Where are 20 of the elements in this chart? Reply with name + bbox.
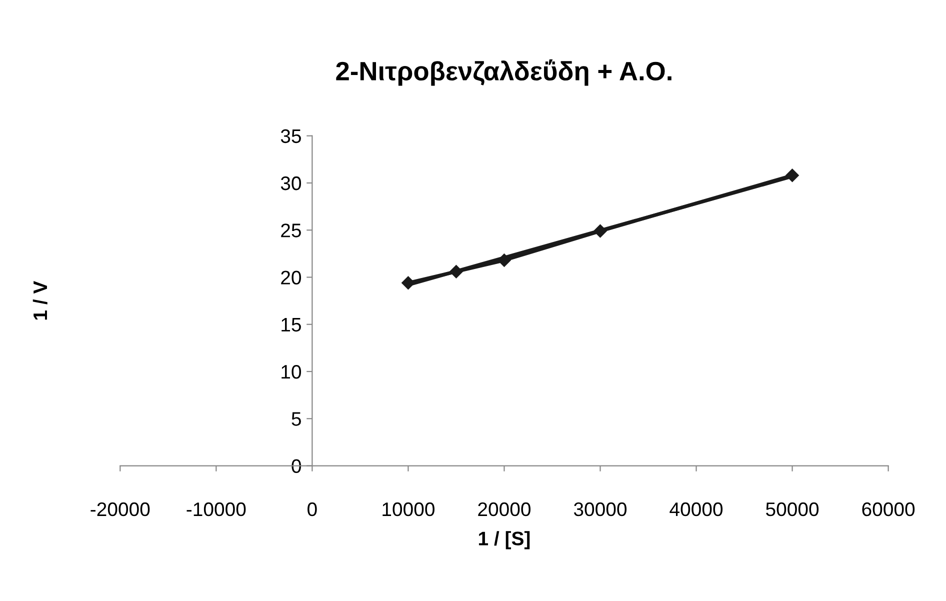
x-tick-label: 20000	[478, 502, 530, 516]
x-tick-label: 0	[308, 502, 317, 516]
x-axis-title: 1 / [S]	[478, 531, 530, 550]
y-tick-label: 30	[280, 176, 302, 190]
x-tick-label: 30000	[574, 502, 627, 516]
x-tick-label: 10000	[382, 502, 434, 516]
y-tick-label: 5	[292, 412, 301, 426]
x-tick-label: -20000	[90, 502, 150, 516]
y-tick-label: 0	[292, 459, 302, 474]
y-tick-label: 35	[280, 129, 301, 144]
chart-title: 2-Νιτροβενζαλδεΰδη + Α.Ο.	[336, 59, 672, 86]
y-axis-title: 1 / V	[32, 280, 48, 320]
x-tick-label: -10000	[186, 502, 246, 516]
y-tick-label: 25	[281, 224, 301, 238]
x-tick-label: 40000	[670, 502, 723, 516]
y-tick-label: 20	[281, 270, 302, 284]
x-tick-label: 60000	[862, 502, 915, 516]
y-tick-label: 15	[282, 318, 301, 332]
y-tick-label: 10	[282, 364, 302, 379]
x-tick-label: 50000	[766, 502, 819, 516]
